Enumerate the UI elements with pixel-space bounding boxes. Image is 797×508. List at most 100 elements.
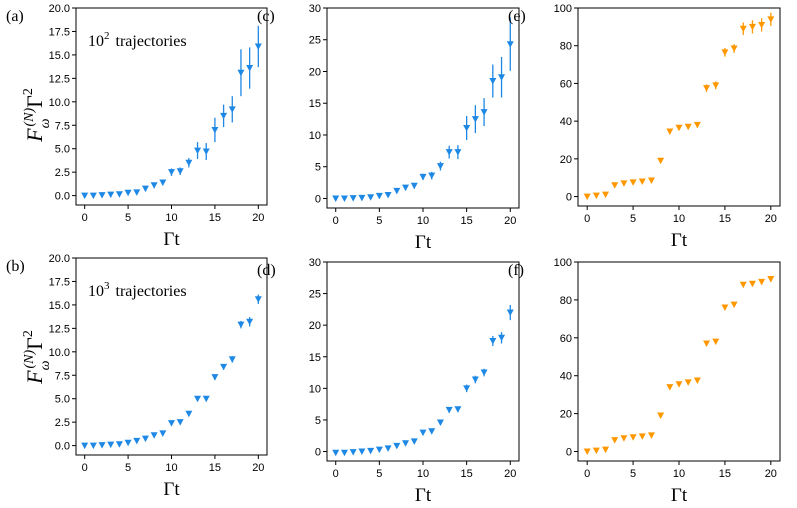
data-point (168, 420, 175, 427)
data-point (168, 169, 175, 176)
x-tick-label: 0 (584, 213, 590, 225)
data-point (393, 442, 401, 450)
data-point (340, 195, 348, 202)
data-point (748, 280, 756, 288)
x-tick-label: 0 (82, 462, 88, 474)
data-point (246, 318, 254, 326)
data-point (107, 191, 115, 199)
data-point (81, 192, 89, 200)
chart-panel-e: 0 5 10 15 20 0 20 40 60 80 100 (e) Γt (508, 3, 781, 251)
y-tick-label: 0 (315, 193, 321, 205)
data-point (620, 435, 628, 442)
x-tick-label: 20 (765, 213, 777, 225)
data-point (150, 432, 158, 439)
x-tick-label: 15 (461, 215, 473, 227)
data-point (730, 45, 738, 53)
data-point (211, 374, 219, 381)
y-tick-label: 100 (554, 3, 572, 15)
data-point (124, 439, 132, 447)
y-tick-label: 60 (560, 333, 572, 345)
y-tick-label: 20 (560, 409, 572, 421)
y-tick-label: 15 (309, 352, 321, 364)
x-axis-label-c: Γt (415, 232, 432, 253)
data-point (611, 182, 619, 189)
data-point (185, 159, 193, 167)
data-point (246, 65, 254, 72)
y-tick-label: 15 (309, 98, 321, 110)
data-point (767, 16, 775, 23)
y-tick-label: 80 (560, 295, 572, 307)
y-tick-label: 2.5 (55, 417, 70, 429)
x-tick-label: 0 (333, 215, 339, 227)
data-point (463, 385, 471, 392)
data-point (133, 437, 141, 445)
data-point (739, 25, 747, 33)
data-point (730, 301, 738, 309)
data-point (666, 128, 674, 136)
y-tick-label: 20 (560, 154, 572, 166)
data-point (410, 438, 418, 445)
data-point (349, 449, 357, 456)
data-point (124, 189, 132, 197)
data-point (220, 112, 228, 120)
data-point (428, 428, 436, 435)
x-tick-label: 15 (719, 468, 731, 480)
y-tick-label: 10 (309, 130, 321, 142)
data-point (712, 338, 720, 346)
y-tick-label: 2.5 (55, 167, 70, 179)
data-point (471, 376, 479, 384)
y-tick-label: 17.5 (49, 26, 70, 38)
data-point (349, 195, 357, 202)
data-point (498, 74, 506, 81)
x-axis-label-f: Γt (671, 485, 688, 506)
y-tick-label: 5 (315, 162, 321, 174)
y-tick-label: 40 (560, 371, 572, 383)
y-tick-label: 25 (309, 289, 321, 301)
data-point (592, 447, 600, 455)
y-tick-label: 7.5 (55, 120, 70, 132)
x-axis-label-a: Γt (163, 229, 180, 250)
y-tick-label: 30 (309, 3, 321, 15)
data-point (454, 149, 462, 156)
y-tick-label: 5 (315, 415, 321, 427)
x-axis-label-e: Γt (671, 230, 688, 251)
data-point (185, 410, 193, 418)
data-point (220, 363, 228, 371)
y-tick-label: 20 (309, 66, 321, 78)
data-point (480, 109, 488, 116)
x-tick-label: 15 (209, 462, 221, 474)
data-point (237, 321, 245, 329)
y-tick-label: 0 (315, 447, 321, 459)
data-point (107, 441, 115, 449)
data-point (332, 195, 340, 202)
data-point (748, 23, 756, 31)
data-point (254, 296, 262, 303)
x-tick-label: 5 (630, 213, 636, 225)
data-point (81, 442, 89, 450)
y-tick-label: 10.0 (49, 97, 70, 109)
x-tick-label: 10 (165, 212, 177, 224)
x-tick-label: 20 (252, 212, 264, 224)
y-tick-label: 0.0 (55, 441, 70, 453)
data-point (194, 395, 202, 403)
y-tick-label: 25 (309, 35, 321, 47)
y-tick-label: 10.0 (49, 347, 70, 359)
y-tick-label: 0 (566, 192, 572, 204)
y-tick-label: 5.0 (55, 394, 70, 406)
data-point (237, 69, 245, 77)
chart-panel-d: 0 5 10 15 20 0 5 10 15 20 25 30 (d) Γt (257, 257, 520, 506)
x-tick-label: 10 (673, 468, 685, 480)
data-point (693, 377, 701, 384)
data-point (159, 430, 167, 437)
x-axis-label-d: Γt (415, 485, 432, 506)
x-tick-label: 5 (376, 215, 382, 227)
x-tick-label: 10 (673, 213, 685, 225)
data-point (402, 184, 410, 192)
y-tick-label: 0.0 (55, 191, 70, 203)
chart-panel-c: 0 5 10 15 20 0 5 10 15 20 25 30 (c) Γt (257, 3, 520, 253)
data-point (340, 449, 348, 457)
data-point (498, 334, 506, 342)
data-point (384, 191, 392, 199)
data-point (194, 147, 202, 155)
data-point (393, 187, 401, 195)
